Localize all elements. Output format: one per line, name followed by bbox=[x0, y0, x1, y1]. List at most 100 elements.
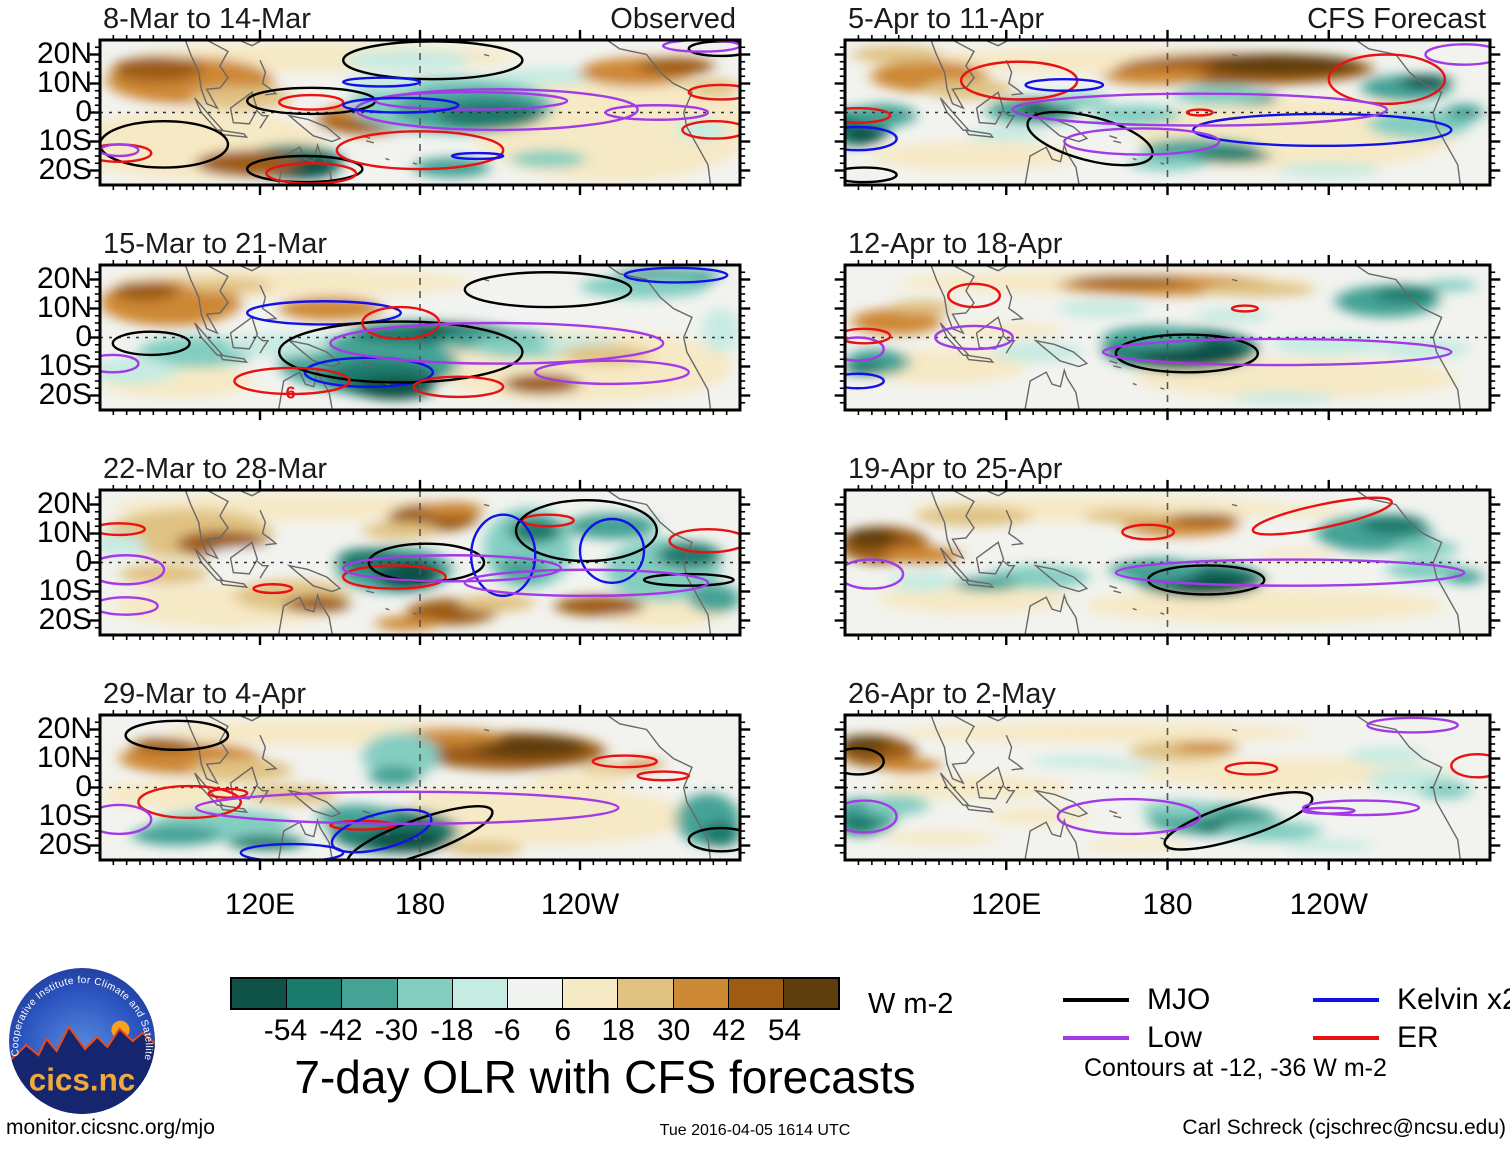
y-axis-label: 10S bbox=[38, 348, 92, 382]
x-axis-label: 180 bbox=[394, 888, 446, 921]
contour-note: Contours at -12, -36 W m-2 bbox=[1084, 1054, 1387, 1082]
gridlines bbox=[845, 40, 1490, 185]
y-axis-label: 20N bbox=[36, 486, 92, 520]
colorbar bbox=[230, 977, 840, 1010]
y-axis-label: 10N bbox=[36, 290, 92, 324]
map-canvas bbox=[845, 715, 1490, 860]
map-canvas bbox=[845, 40, 1490, 185]
colorbar-level: 42 bbox=[712, 1014, 746, 1047]
map-canvas bbox=[845, 490, 1490, 635]
colorbar-cell bbox=[673, 979, 729, 1008]
x-axis-label: 180 bbox=[1142, 888, 1193, 921]
colorbar-cell bbox=[507, 979, 564, 1008]
colorbar-cell bbox=[397, 979, 453, 1008]
y-axis-label: 10N bbox=[36, 740, 92, 774]
x-axis-label: 120W bbox=[540, 888, 620, 921]
y-axis-label: 20N bbox=[36, 711, 92, 745]
fill-blobs bbox=[845, 45, 1484, 178]
map-panel-7 bbox=[845, 715, 1490, 860]
y-axis-label: 20N bbox=[36, 36, 92, 70]
coastlines bbox=[185, 490, 710, 635]
colorbar-level: -6 bbox=[493, 1014, 521, 1047]
panel-title: 19-Apr to 25-Apr bbox=[848, 453, 1063, 485]
colorbar-level: 30 bbox=[656, 1014, 691, 1047]
logo-name: cics.nc bbox=[29, 1063, 136, 1098]
colorbar-cell bbox=[728, 979, 784, 1008]
map-panel-1: 6 bbox=[100, 265, 740, 410]
fill-blobs bbox=[845, 270, 1478, 405]
map-panel-5 bbox=[845, 265, 1490, 410]
wave-contours bbox=[87, 721, 753, 879]
legend-label-er: ER bbox=[1397, 1021, 1439, 1054]
colorbar-units: W m-2 bbox=[868, 988, 954, 1020]
legend-line-er bbox=[1313, 1036, 1379, 1040]
fill-blobs bbox=[845, 722, 1471, 852]
y-axis-label: 10N bbox=[36, 515, 92, 549]
coastlines bbox=[931, 490, 1460, 635]
mountains bbox=[9, 1026, 155, 1114]
colorbar-level: 18 bbox=[601, 1014, 635, 1047]
y-axis-label: 0 bbox=[75, 769, 92, 803]
wave-contours bbox=[839, 490, 1465, 594]
coastlines bbox=[931, 265, 1460, 410]
y-axis-label: 10S bbox=[38, 573, 92, 607]
footer-url: monitor.cicsnc.org/mjo bbox=[6, 1116, 215, 1139]
map-canvas bbox=[100, 715, 740, 860]
map-canvas bbox=[845, 265, 1490, 410]
gridlines bbox=[100, 265, 740, 410]
map-panel-4 bbox=[845, 40, 1490, 185]
colorbar-level: -54 bbox=[263, 1014, 308, 1047]
map-canvas bbox=[100, 40, 740, 185]
gridlines bbox=[100, 715, 740, 860]
column-header: CFS Forecast bbox=[1307, 3, 1486, 35]
map-canvas: 6 bbox=[100, 265, 740, 410]
x-axis-label: 120E bbox=[971, 888, 1042, 921]
panel-title: 22-Mar to 28-Mar bbox=[103, 453, 328, 485]
colorbar-cell bbox=[342, 979, 398, 1008]
gridlines bbox=[100, 40, 740, 185]
colorbar-level: -18 bbox=[430, 1014, 474, 1047]
y-axis-label: 0 bbox=[75, 544, 92, 578]
y-axis-label: 0 bbox=[75, 94, 92, 128]
column-header: Observed bbox=[610, 3, 736, 35]
wave-contours bbox=[819, 44, 1503, 182]
y-axis-label: 20S bbox=[38, 377, 92, 411]
map-panel-6 bbox=[845, 490, 1490, 635]
panel-title: 26-Apr to 2-May bbox=[848, 678, 1056, 710]
gridlines bbox=[845, 265, 1490, 410]
x-axis-label: 120E bbox=[224, 888, 296, 921]
y-axis-label: 0 bbox=[75, 319, 92, 353]
figure-title: 7-day OLR with CFS forecasts bbox=[294, 1051, 916, 1103]
map-canvas bbox=[100, 490, 740, 635]
wave-contours bbox=[832, 284, 1451, 388]
wave-contours bbox=[87, 500, 746, 615]
colorbar-level: -30 bbox=[374, 1014, 419, 1047]
y-axis-label: 10N bbox=[36, 65, 92, 99]
map-panel-2 bbox=[100, 490, 740, 635]
legend-line-kelvin bbox=[1313, 998, 1379, 1002]
legend-label-mjo: MJO bbox=[1147, 983, 1211, 1016]
coastlines bbox=[931, 715, 1460, 860]
panel-title: 5-Apr to 11-Apr bbox=[848, 3, 1045, 35]
colorbar-cell bbox=[232, 979, 288, 1008]
y-axis-label: 20N bbox=[36, 261, 92, 295]
footer-credit: Carl Schreck (cjschrec@ncsu.edu) bbox=[1182, 1116, 1506, 1139]
map-panel-0 bbox=[100, 40, 740, 185]
colorbar-level: 6 bbox=[554, 1014, 572, 1047]
panel-title: 29-Mar to 4-Apr bbox=[103, 678, 307, 710]
footer-timestamp: Tue 2016-04-05 1614 UTC bbox=[659, 1122, 851, 1139]
panel-title: 15-Mar to 21-Mar bbox=[103, 228, 328, 260]
coastlines bbox=[185, 40, 710, 185]
map-panel-3 bbox=[100, 715, 740, 860]
gridlines bbox=[845, 490, 1490, 635]
contour-value-label: 6 bbox=[286, 383, 296, 403]
y-axis-label: 10S bbox=[38, 123, 92, 157]
colorbar-level: -42 bbox=[319, 1014, 363, 1047]
wave-contours bbox=[87, 268, 727, 397]
axis-ticks bbox=[90, 255, 750, 420]
legend-label-kelvin: Kelvin x2 bbox=[1397, 983, 1510, 1016]
x-axis-label: 120W bbox=[1289, 888, 1368, 921]
cicsnc-logo: Cooperative Institute for Climate and Sa… bbox=[6, 965, 155, 1114]
colorbar-cell bbox=[287, 979, 343, 1008]
